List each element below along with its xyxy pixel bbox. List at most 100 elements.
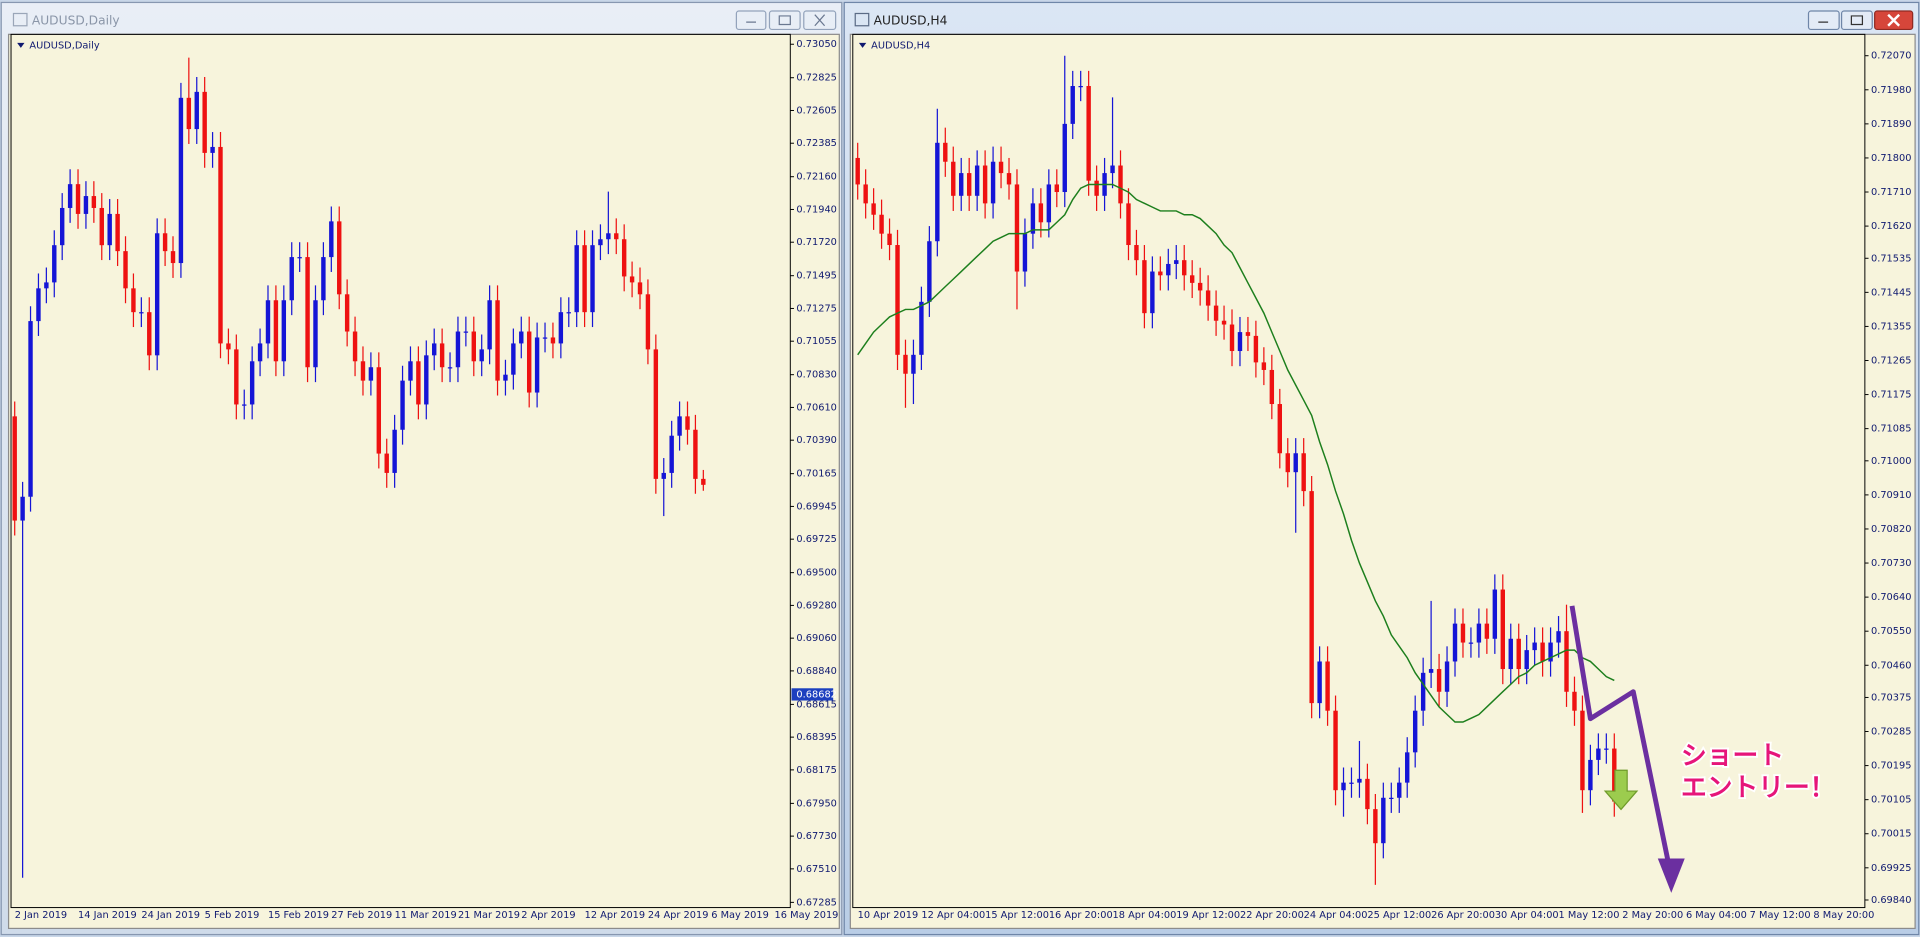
y-tick-label: 0.70015 <box>1871 829 1911 840</box>
x-tick-label: 26 Apr 20:00 <box>1431 910 1495 921</box>
candle-body <box>1349 782 1354 784</box>
candle-body <box>1333 710 1338 791</box>
y-tick-label: 0.70610 <box>796 402 836 413</box>
candle-body <box>249 361 255 405</box>
candle-body <box>202 91 207 153</box>
y-tick-label: 0.67950 <box>796 798 836 809</box>
candle-body <box>1261 362 1267 370</box>
candle-body <box>28 321 33 497</box>
y-tick-label: 0.67730 <box>796 831 836 842</box>
candle-body <box>959 173 964 196</box>
candle-body <box>927 241 932 302</box>
y-tick-label: 0.70375 <box>1871 692 1911 703</box>
y-tick-label: 0.69280 <box>796 600 836 611</box>
candle-body <box>1548 642 1553 662</box>
candle-body <box>447 367 453 369</box>
candle-body <box>463 331 469 333</box>
minimize-button[interactable] <box>1807 10 1840 31</box>
candle-body <box>400 380 405 430</box>
down-arrow-icon <box>1603 769 1639 811</box>
candle-body <box>1444 661 1450 692</box>
candle-body <box>669 435 674 473</box>
y-tick-label: 0.71720 <box>796 237 836 248</box>
x-tick-label: 12 Apr 2019 <box>585 910 646 921</box>
annotation: ショート <box>1681 741 1784 771</box>
candle-body <box>677 416 682 436</box>
candle-body <box>966 173 972 196</box>
candle-body <box>863 184 868 204</box>
candle-body <box>1293 453 1298 473</box>
y-tick-label: 0.71980 <box>1871 85 1911 96</box>
candle-body <box>1420 672 1426 711</box>
candle-body <box>305 257 310 368</box>
candle-body <box>75 184 81 214</box>
x-tick-label: 2 Apr 2019 <box>521 910 575 921</box>
candle-body <box>20 496 25 521</box>
candle-body <box>1174 260 1179 264</box>
y-tick-label: 0.70640 <box>1871 592 1911 603</box>
candle-body <box>384 453 389 473</box>
y-tick-label: 0.70390 <box>796 435 836 446</box>
restore-button[interactable] <box>1840 10 1873 31</box>
x-tick-label: 16 May 2019 <box>775 910 839 921</box>
candle-body <box>701 478 706 485</box>
y-tick-label: 0.67510 <box>796 864 836 875</box>
candle-body <box>511 343 516 375</box>
candle-body <box>519 331 524 344</box>
candle-body <box>376 367 382 454</box>
candle-body <box>598 239 603 246</box>
candle-body <box>479 349 484 362</box>
x-tick-label: 18 Apr 04:00 <box>1113 910 1177 921</box>
candle-body <box>1476 623 1482 643</box>
minimize-button[interactable] <box>735 10 767 31</box>
candle-body <box>1612 748 1617 802</box>
candle-body <box>1086 86 1091 181</box>
y-tick-label: 0.72160 <box>796 172 836 183</box>
candle-body <box>621 239 627 277</box>
candle-body <box>1317 661 1322 704</box>
candle-body <box>1142 260 1147 314</box>
candle-body <box>558 312 564 344</box>
y-tick-label: 0.71265 <box>1871 355 1911 366</box>
candle-body <box>495 300 500 381</box>
y-tick-label: 0.70105 <box>1871 795 1911 806</box>
x-tick-label: 16 Apr 20:00 <box>1049 910 1113 921</box>
candle-body <box>1277 404 1283 454</box>
restore-button[interactable] <box>768 10 801 31</box>
candle-body <box>368 367 374 381</box>
candle-body <box>1182 260 1187 276</box>
candle-body <box>360 361 366 381</box>
x-tick-label: 2 Jan 2019 <box>15 910 67 921</box>
candle-body <box>1014 184 1020 272</box>
y-tick-label: 0.72385 <box>796 138 836 149</box>
y-tick-label: 0.70195 <box>1871 761 1911 772</box>
candle-body <box>1006 173 1012 185</box>
candle-body <box>1213 305 1219 321</box>
candle-body <box>67 184 73 208</box>
x-tick-label: 25 Apr 12:00 <box>1367 910 1431 921</box>
y-tick-label: 0.71355 <box>1871 321 1911 332</box>
y-tick-label: 0.71495 <box>796 271 836 282</box>
x-tick-label: 24 Apr 2019 <box>648 910 709 921</box>
candle-body <box>919 301 924 355</box>
candle-body <box>1484 623 1490 639</box>
candle-body <box>637 282 643 295</box>
candle-body <box>471 331 476 362</box>
x-tick-label: 24 Apr 04:00 <box>1304 910 1368 921</box>
moving-average <box>857 183 1615 723</box>
candle-body <box>911 354 916 374</box>
chart-symbol-label: AUDUSD,H4 <box>871 40 930 51</box>
button-glyphs <box>1818 15 1864 26</box>
candle-body <box>1022 233 1028 272</box>
x-tick-label: 27 Feb 2019 <box>331 910 392 921</box>
candle-body <box>1030 203 1036 234</box>
candle-body <box>273 300 279 362</box>
candle-body <box>1524 650 1529 670</box>
candle-body <box>1492 589 1498 639</box>
candle-body <box>234 349 239 405</box>
y-tick-label: 0.68175 <box>796 765 836 776</box>
y-tick-label: 0.71000 <box>1871 456 1911 467</box>
candle-body <box>265 300 271 344</box>
candle-body <box>606 233 611 240</box>
candle-body <box>1237 332 1243 352</box>
